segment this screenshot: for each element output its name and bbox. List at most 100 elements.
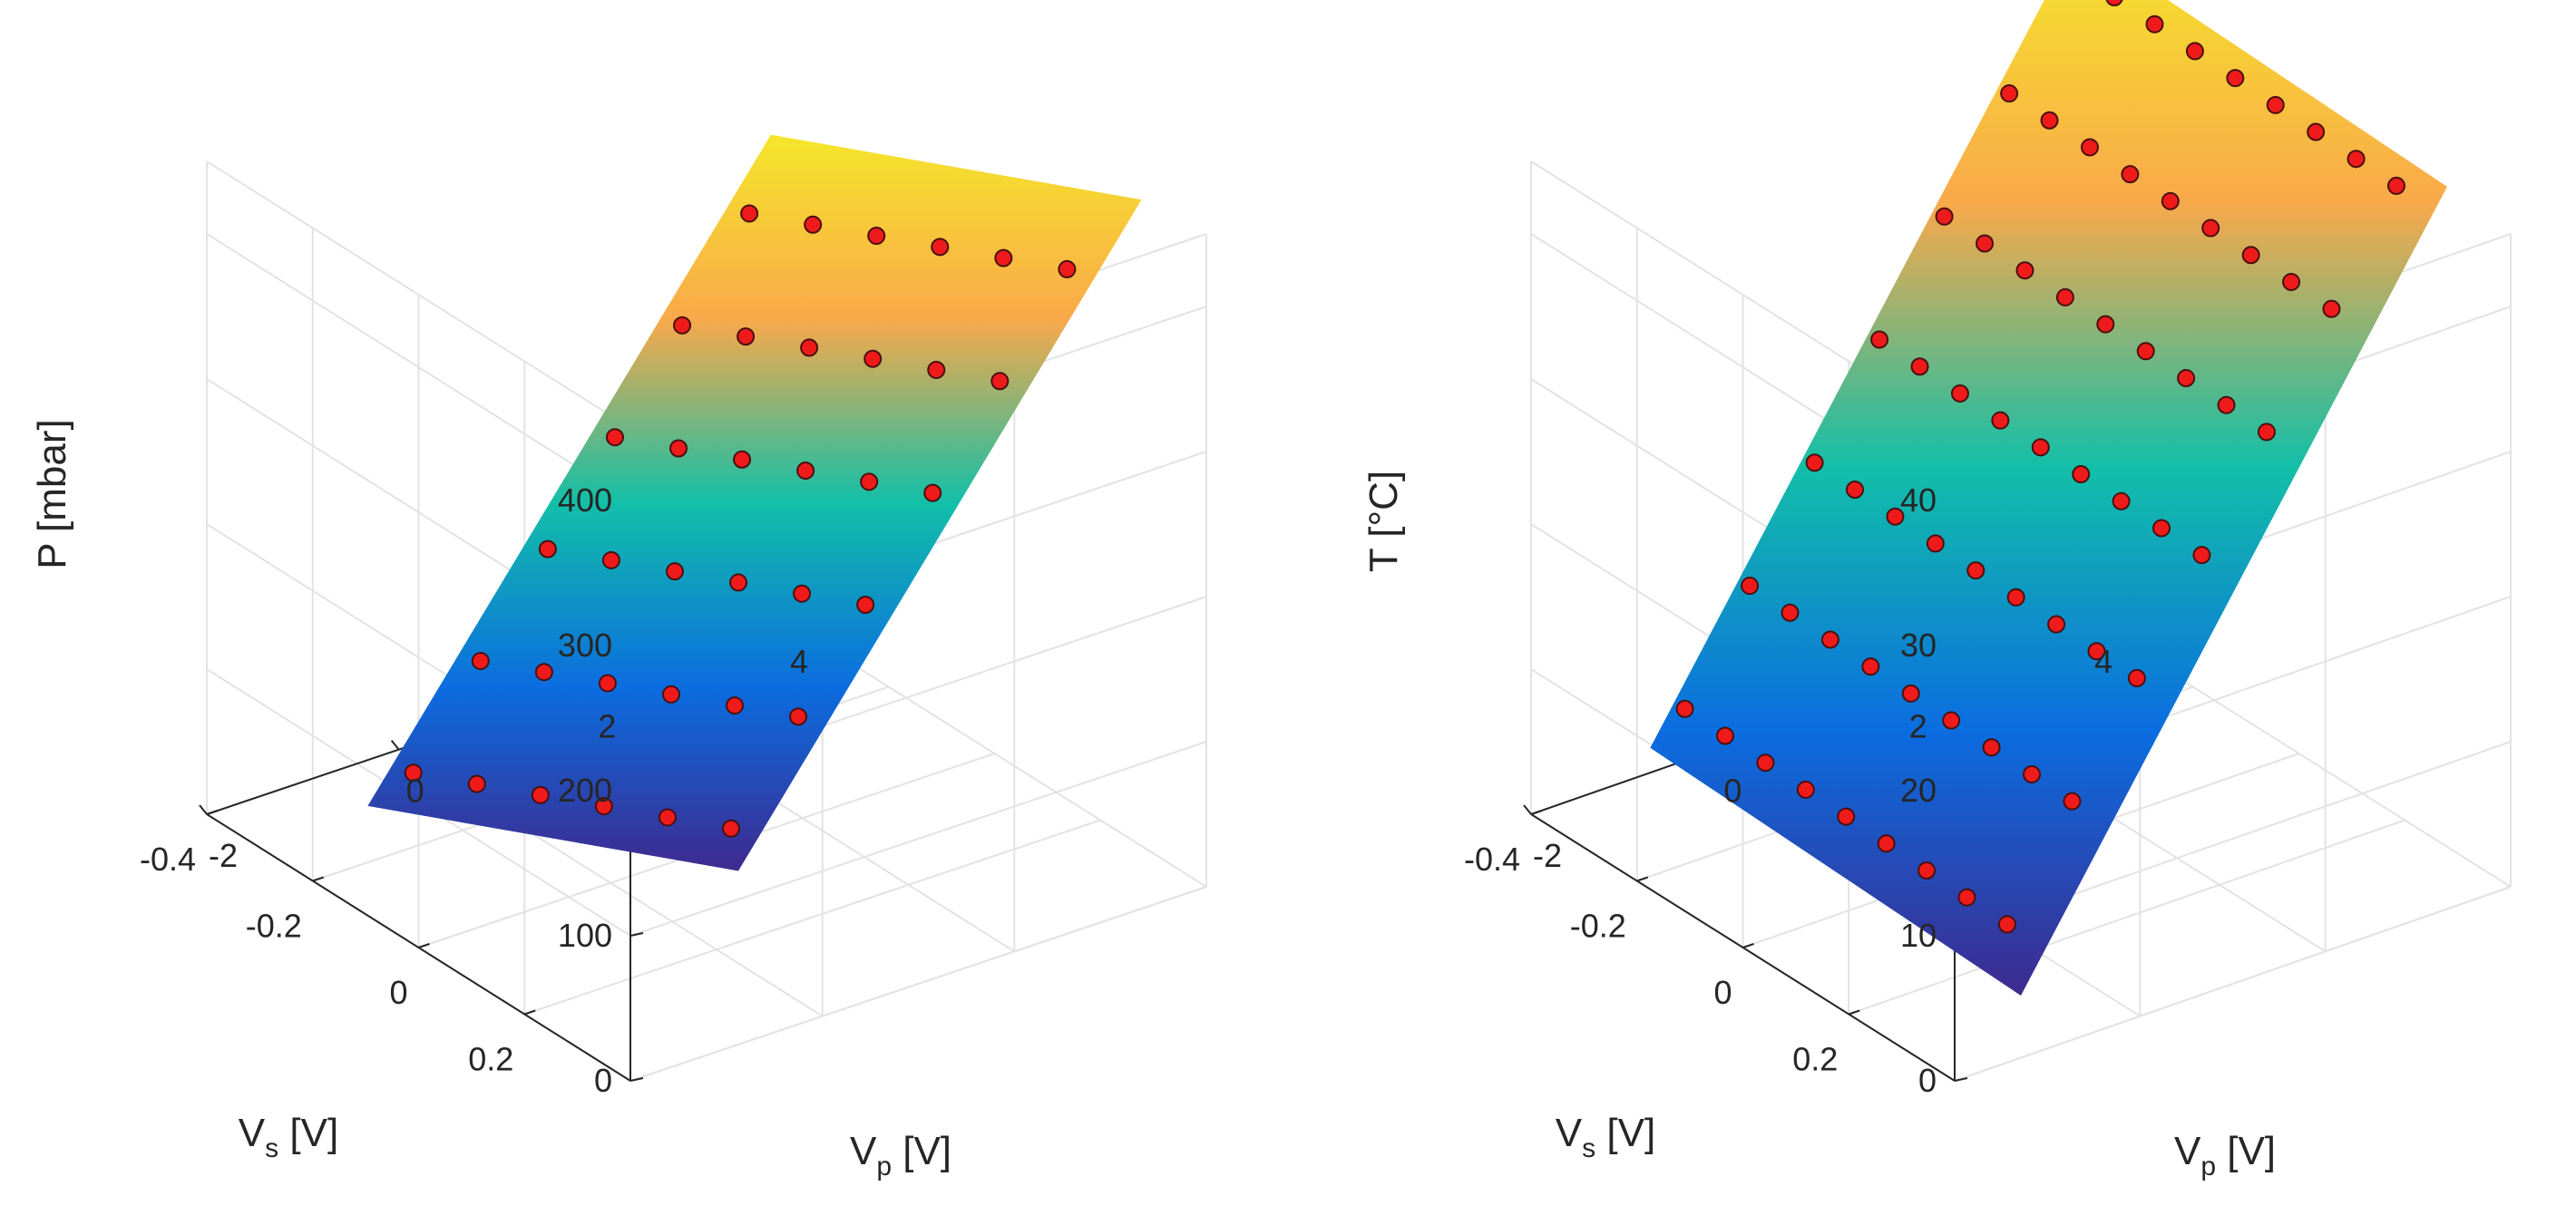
measurement-point — [931, 238, 950, 257]
y-tick-label: 0 — [1713, 974, 1732, 1011]
measurement-point — [594, 797, 613, 816]
z-tick-label: 200 — [558, 772, 612, 809]
measurement-point — [404, 763, 423, 783]
measurement-point — [1917, 861, 1937, 880]
x-tick-label: 2 — [1909, 707, 1927, 744]
y-tick-mark — [418, 943, 430, 948]
measurement-point — [1926, 534, 1945, 553]
measurement-point — [804, 215, 823, 234]
floor-gridline — [1848, 819, 2405, 1016]
floor-gridline — [523, 819, 1101, 1016]
pressure-z-tick-labels: 0 100 200 300 400 — [558, 481, 612, 1099]
measurement-point — [856, 595, 875, 614]
measurement-point — [2127, 668, 2146, 687]
z-tick-mark — [629, 1077, 644, 1082]
z-tick-label: 10 — [1900, 917, 1937, 954]
x-tick-label: 0 — [1723, 773, 1742, 810]
y-tick-label: 0.2 — [1792, 1041, 1838, 1078]
x-tick-label: 4 — [2094, 643, 2113, 680]
measurement-point — [1741, 577, 1760, 596]
y-tick-mark — [1530, 810, 1543, 815]
measurement-point — [2080, 138, 2099, 157]
measurement-point — [994, 248, 1013, 267]
measurement-point — [2257, 423, 2276, 442]
pressure-y-tick-labels: -0.4 -0.2 0 0.2 — [140, 841, 513, 1078]
y-tick-label: -0.2 — [246, 908, 302, 945]
measurement-point — [2266, 95, 2285, 114]
z-tick-label: 20 — [1900, 772, 1937, 809]
measurement-point — [2121, 165, 2140, 184]
z-tick-label: 300 — [558, 627, 612, 664]
z-tick-label: 400 — [558, 481, 612, 519]
measurement-point — [2047, 615, 2066, 634]
measurement-point — [737, 327, 756, 346]
measurement-point — [2022, 764, 2041, 783]
measurement-point — [789, 707, 808, 726]
measurement-point — [2096, 315, 2115, 334]
measurement-point — [1781, 603, 1800, 622]
measurement-point — [2217, 395, 2236, 414]
measurement-point — [1756, 753, 1775, 773]
x-tick-mark — [390, 740, 400, 751]
y-tick-mark — [1636, 876, 1649, 882]
measurement-point — [1901, 684, 1920, 703]
measurement-point — [1820, 630, 1839, 649]
y-tick-label: -0.4 — [140, 841, 196, 878]
measurement-point — [721, 819, 740, 838]
temperature-surface-plot: 0 10 20 30 40 -2 0 2 4 -0.4 -0.2 0 0.2 T [°C] Vp [… — [1361, 0, 2512, 1181]
x-tick-label: 4 — [790, 643, 808, 680]
measurement-point — [2136, 342, 2155, 361]
measurement-point — [1966, 561, 1986, 580]
measurement-point — [1861, 657, 1880, 676]
temperature-y-tick-labels: -0.4 -0.2 0 0.2 — [1464, 841, 1838, 1078]
measurement-point — [2282, 272, 2301, 291]
z-tick-label: 0 — [594, 1062, 612, 1099]
measurement-point — [2112, 491, 2131, 510]
measurement-point — [1715, 726, 1734, 745]
measurement-point — [673, 316, 692, 335]
x-tick-mark — [199, 804, 208, 815]
measurement-point — [1991, 411, 2010, 430]
z-tick-label: 0 — [1918, 1062, 1937, 1099]
measurement-point — [2241, 246, 2260, 265]
measurement-point — [1935, 207, 1954, 226]
pressure-fit-surface — [367, 134, 1142, 871]
measurement-point — [733, 450, 752, 469]
measurement-point — [2031, 438, 2050, 457]
measurement-point — [2185, 42, 2204, 61]
measurement-point — [2201, 219, 2220, 238]
temperature-x-tick-labels: -2 0 2 4 — [1533, 643, 2113, 874]
measurement-point — [2307, 122, 2326, 141]
temperature-y-axis-title: Vs [V] — [1556, 1111, 1655, 1163]
y-tick-mark — [1848, 1009, 1860, 1016]
pressure-x-tick-labels: -2 0 2 4 — [209, 643, 808, 874]
measurement-point — [990, 372, 1010, 391]
measurement-point — [471, 651, 490, 670]
measurement-point — [2015, 261, 2034, 280]
measurement-point — [467, 774, 486, 793]
x-tick-label: 2 — [598, 707, 616, 744]
temperature-measurement-points — [1675, 0, 2405, 934]
measurement-point — [1846, 481, 1865, 500]
wall-gridline — [206, 160, 631, 429]
y-tick-mark — [523, 1009, 536, 1016]
measurement-point — [538, 540, 557, 559]
pressure-z-axis-title: P [mbar] — [30, 419, 74, 569]
measurement-point — [2152, 519, 2171, 538]
measurement-point — [1877, 834, 1896, 853]
wall-gridline — [206, 233, 631, 501]
x-tick-label: -2 — [209, 837, 238, 874]
measurement-point — [1997, 915, 2016, 934]
measurement-point — [665, 562, 684, 581]
measurement-point — [2322, 299, 2341, 318]
x-tick-label: 0 — [406, 773, 424, 810]
z-tick-mark — [1954, 1077, 1968, 1082]
measurement-point — [2087, 642, 2106, 661]
y-tick-label: -0.2 — [1570, 908, 1626, 945]
y-tick-label: -0.4 — [1464, 841, 1520, 878]
measurement-point — [2055, 287, 2074, 306]
z-tick-mark — [629, 932, 644, 937]
measurement-point — [1805, 453, 1824, 472]
measurement-point — [1910, 357, 1929, 376]
